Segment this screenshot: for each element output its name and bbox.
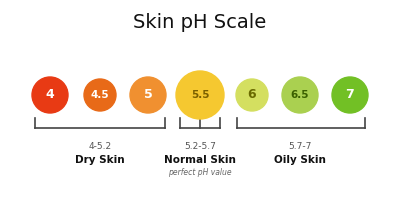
Text: 7: 7	[346, 88, 354, 101]
Text: 5.7-7: 5.7-7	[288, 142, 312, 151]
Text: 6: 6	[248, 88, 256, 101]
Text: 5.2-5.7: 5.2-5.7	[184, 142, 216, 151]
Text: Normal Skin: Normal Skin	[164, 155, 236, 165]
Circle shape	[332, 77, 368, 113]
Circle shape	[176, 71, 224, 119]
Text: 5.5: 5.5	[191, 90, 209, 100]
Text: 4.5: 4.5	[91, 90, 109, 100]
Circle shape	[236, 79, 268, 111]
Text: 5: 5	[144, 88, 152, 101]
Text: 4-5.2: 4-5.2	[88, 142, 112, 151]
Text: perfect pH value: perfect pH value	[168, 168, 232, 177]
Text: Skin pH Scale: Skin pH Scale	[133, 13, 267, 32]
Circle shape	[32, 77, 68, 113]
Text: 6.5: 6.5	[291, 90, 309, 100]
Circle shape	[84, 79, 116, 111]
Text: Oily Skin: Oily Skin	[274, 155, 326, 165]
Circle shape	[282, 77, 318, 113]
Circle shape	[130, 77, 166, 113]
Text: 4: 4	[46, 88, 54, 101]
Text: Dry Skin: Dry Skin	[75, 155, 125, 165]
